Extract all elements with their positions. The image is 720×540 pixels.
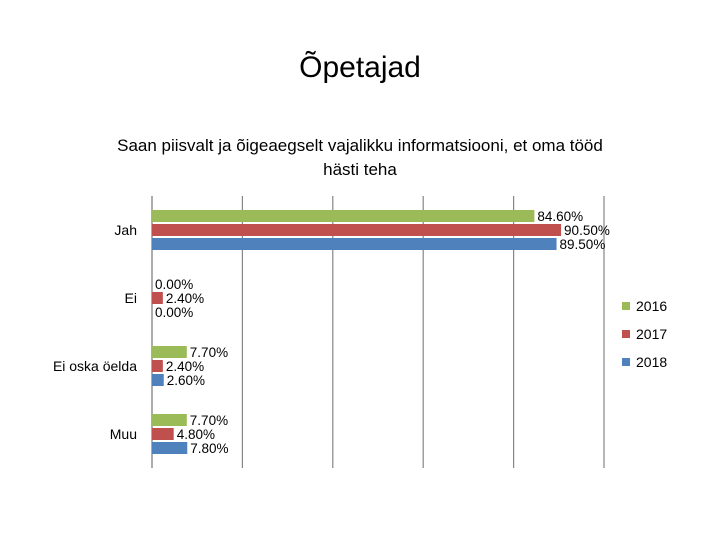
- data-label: 7.70%: [190, 413, 228, 428]
- bar: [152, 292, 163, 304]
- bar: [152, 224, 562, 236]
- bar: [152, 238, 557, 250]
- chart-title: Saan piisvalt ja õigeaegselt vajalikku i…: [117, 136, 603, 179]
- data-label: 84.60%: [537, 209, 583, 224]
- legend-label: 2017: [636, 326, 667, 342]
- legend-swatch: [622, 302, 630, 310]
- data-label: 0.00%: [155, 305, 193, 320]
- bars: [152, 210, 562, 454]
- category-label: Jah: [114, 222, 137, 238]
- data-label: 7.80%: [190, 441, 228, 456]
- data-label: 89.50%: [560, 237, 606, 252]
- bar: [152, 428, 174, 440]
- legend-label: 2016: [636, 298, 667, 314]
- data-label: 2.60%: [167, 373, 205, 388]
- bar: [152, 414, 187, 426]
- page-title: Õpetajad: [299, 51, 421, 84]
- legend-label: 2018: [636, 354, 667, 370]
- data-label: 90.50%: [564, 223, 610, 238]
- bar: [152, 346, 187, 358]
- legend-swatch: [622, 330, 630, 338]
- category-label: Ei oska öelda: [53, 358, 137, 374]
- bar: [152, 360, 163, 372]
- data-label: 2.40%: [166, 291, 204, 306]
- legend: 2016 2017 2018: [622, 298, 667, 370]
- category-label: Muu: [110, 426, 137, 442]
- category-labels: Jah Ei Ei oska öelda Muu: [53, 222, 137, 442]
- data-label: 7.70%: [190, 345, 228, 360]
- data-label: 4.80%: [177, 427, 215, 442]
- category-label: Ei: [125, 290, 137, 306]
- data-labels: 84.60%90.50%89.50%0.00%2.40%0.00%7.70%2.…: [155, 209, 610, 456]
- bar: [152, 442, 188, 454]
- bar: [152, 210, 535, 222]
- legend-swatch: [622, 358, 630, 366]
- data-label: 2.40%: [166, 359, 204, 374]
- data-label: 0.00%: [155, 277, 193, 292]
- bar: [152, 374, 164, 386]
